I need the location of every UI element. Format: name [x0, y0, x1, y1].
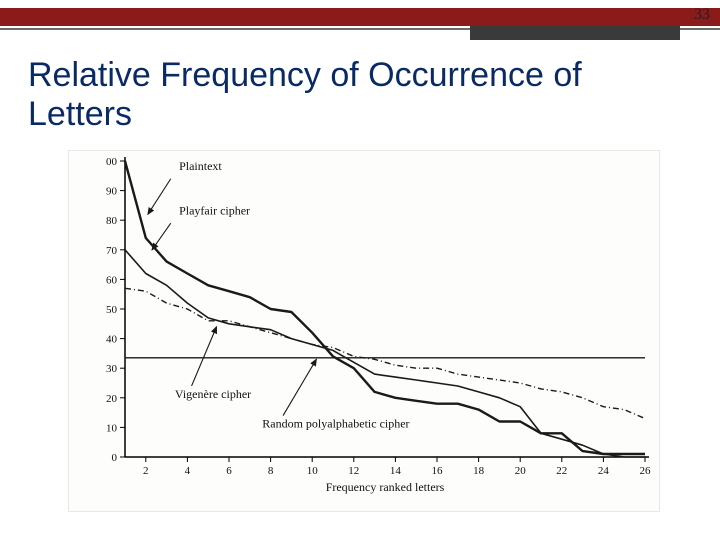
y-tick-label: 00	[106, 156, 118, 168]
series-arrow-plaintext	[148, 179, 171, 215]
x-tick-label: 14	[390, 465, 402, 477]
y-tick-label: 40	[106, 334, 118, 346]
slide-title: Relative Frequency of Occurrence of Lett…	[28, 56, 680, 134]
x-tick-label: 6	[226, 465, 232, 477]
x-tick-label: 4	[185, 465, 191, 477]
x-tick-label: 26	[640, 465, 652, 477]
y-tick-label: 50	[106, 304, 118, 316]
x-tick-label: 2	[143, 465, 149, 477]
x-tick-label: 22	[556, 465, 567, 477]
x-tick-label: 18	[473, 465, 485, 477]
x-tick-label: 24	[598, 465, 610, 477]
y-tick-label: 20	[106, 393, 118, 405]
top-banner	[0, 0, 720, 48]
x-tick-label: 10	[307, 465, 319, 477]
y-tick-label: 10	[106, 422, 118, 434]
series-arrow-random	[283, 359, 316, 415]
slide: 33 Relative Frequency of Occurrence of L…	[0, 0, 720, 540]
y-tick-label: 90	[106, 186, 118, 198]
chart-container: 0102030405060708090002468101214161820222…	[68, 150, 660, 512]
y-tick-label: 80	[106, 215, 118, 227]
x-tick-label: 8	[268, 465, 274, 477]
series-arrow-vigenere	[192, 327, 217, 386]
frequency-chart: 0102030405060708090002468101214161820222…	[69, 151, 659, 511]
series-label-playfair: Playfair cipher	[179, 203, 250, 217]
series-arrow-playfair	[152, 223, 171, 250]
x-tick-label: 16	[432, 465, 444, 477]
series-label-vigenere: Vigenère cipher	[175, 387, 251, 401]
banner-red-bar	[0, 8, 720, 26]
y-tick-label: 60	[106, 274, 118, 286]
y-tick-label: 70	[106, 245, 118, 257]
x-tick-label: 12	[348, 465, 359, 477]
series-label-plaintext: Plaintext	[179, 159, 222, 173]
page-number: 33	[694, 6, 710, 24]
x-tick-label: 20	[515, 465, 527, 477]
x-axis-title: Frequency ranked letters	[326, 480, 445, 494]
y-tick-label: 30	[106, 363, 118, 375]
banner-dark-block	[470, 26, 680, 40]
series-label-random: Random polyalphabetic cipher	[262, 416, 409, 430]
y-tick-label: 0	[112, 452, 118, 464]
